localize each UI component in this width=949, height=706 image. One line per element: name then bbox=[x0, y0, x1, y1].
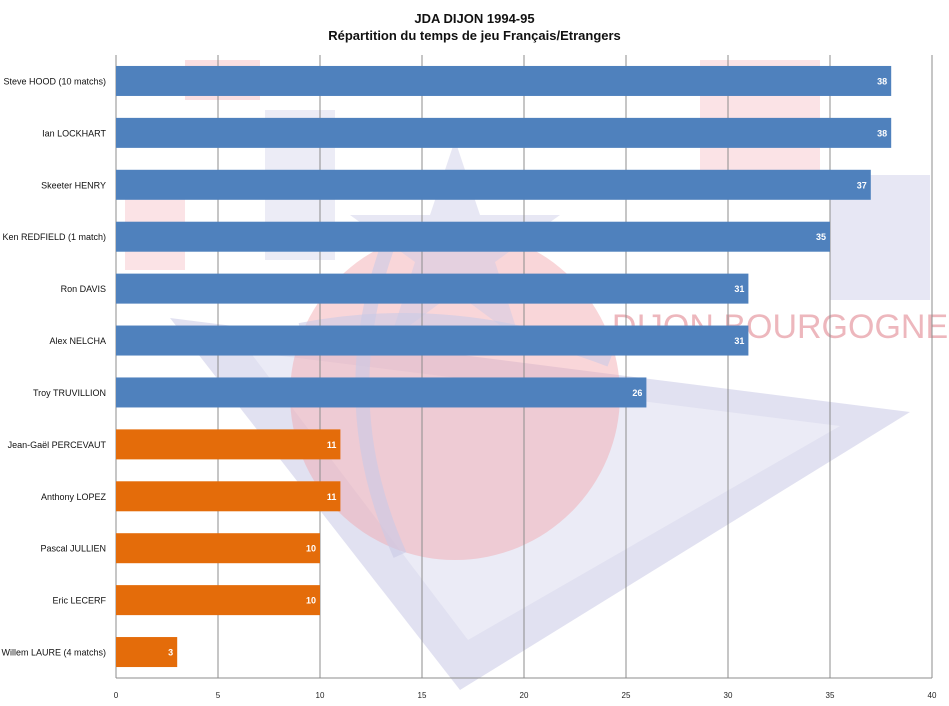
bar-value-label: 11 bbox=[327, 492, 337, 502]
x-tick-label: 15 bbox=[418, 691, 427, 700]
bar-value-label: 26 bbox=[632, 388, 642, 398]
bar bbox=[116, 377, 647, 408]
bar-value-label: 37 bbox=[857, 180, 867, 190]
bar bbox=[116, 221, 830, 252]
category-label: Steve HOOD (10 matchs) bbox=[3, 76, 106, 86]
bar-value-label: 35 bbox=[816, 232, 826, 242]
bar-value-label: 31 bbox=[734, 336, 744, 346]
category-label: Pascal JULLIEN bbox=[40, 544, 106, 554]
category-label: Troy TRUVILLION bbox=[33, 388, 106, 398]
category-label: Ken REDFIELD (1 match) bbox=[2, 232, 106, 242]
bar-value-label: 38 bbox=[877, 76, 887, 86]
bar bbox=[116, 429, 341, 460]
x-axis-ticks: 0 5 10 15 20 25 30 35 40 bbox=[114, 691, 937, 700]
category-labels: Steve HOOD (10 matchs) Ian LOCKHART Skeete… bbox=[1, 76, 106, 657]
chart-title: JDA DIJON 1994-95 bbox=[414, 11, 535, 26]
x-tick-label: 0 bbox=[114, 691, 119, 700]
x-tick-label: 35 bbox=[826, 691, 835, 700]
category-label: Eric LECERF bbox=[52, 596, 106, 606]
bar bbox=[116, 481, 341, 512]
bar bbox=[116, 533, 320, 564]
x-tick-label: 40 bbox=[928, 691, 937, 700]
bar bbox=[116, 273, 749, 304]
x-tick-label: 25 bbox=[622, 691, 631, 700]
category-label: Jean-Gaël PERCEVAUT bbox=[8, 440, 107, 450]
bar bbox=[116, 65, 892, 96]
x-tick-label: 30 bbox=[724, 691, 733, 700]
bar-value-label: 38 bbox=[877, 128, 887, 138]
bar bbox=[116, 637, 178, 668]
watermark-court bbox=[170, 318, 910, 690]
gridlines bbox=[115, 55, 933, 679]
bar-value-label: 10 bbox=[306, 596, 316, 606]
category-label: Alex NELCHA bbox=[49, 336, 106, 346]
category-label: Ian LOCKHART bbox=[42, 128, 106, 138]
bar-value-label: 11 bbox=[327, 440, 337, 450]
bar bbox=[116, 117, 892, 148]
chart-subtitle: Répartition du temps de jeu Français/Etr… bbox=[328, 28, 621, 43]
bar-value-label: 3 bbox=[168, 648, 173, 658]
bar bbox=[116, 169, 871, 200]
bar-value-label: 31 bbox=[734, 284, 744, 294]
x-tick-label: 10 bbox=[316, 691, 325, 700]
category-label: Willem LAURE (4 matchs) bbox=[1, 648, 106, 658]
bars: 38 38 37 35 31 31 26 11 11 10 10 3 bbox=[116, 65, 892, 668]
category-label: Anthony LOPEZ bbox=[41, 492, 107, 502]
x-tick-label: 20 bbox=[520, 691, 529, 700]
category-label: Ron DAVIS bbox=[61, 284, 106, 294]
watermark-court-inner bbox=[250, 352, 840, 640]
bar-value-label: 10 bbox=[306, 544, 316, 554]
category-label: Skeeter HENRY bbox=[41, 180, 106, 190]
bar bbox=[116, 325, 749, 356]
x-tick-label: 5 bbox=[216, 691, 221, 700]
bar bbox=[116, 585, 320, 616]
